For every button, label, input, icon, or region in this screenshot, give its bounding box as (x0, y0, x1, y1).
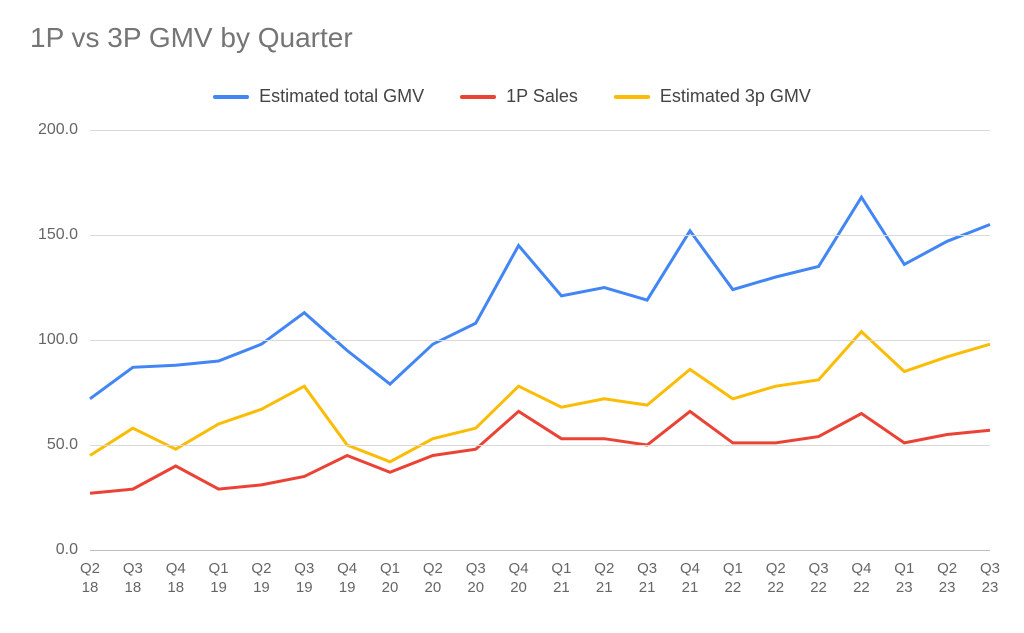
y-tick-label: 150.0 (38, 226, 78, 244)
series-line (90, 411, 990, 493)
x-tick-label: Q1 20 (380, 560, 400, 598)
y-tick-label: 100.0 (38, 331, 78, 349)
legend-item-1p-sales: 1P Sales (460, 86, 578, 107)
chart-title: 1P vs 3P GMV by Quarter (30, 22, 353, 54)
legend-item-total-gmv: Estimated total GMV (213, 86, 424, 107)
series-line (90, 332, 990, 462)
plot-area: 0.050.0100.0150.0200.0Q2 18Q3 18Q4 18Q1 … (90, 130, 990, 550)
legend-swatch (460, 95, 496, 99)
x-tick-label: Q1 22 (723, 560, 743, 598)
x-tick-label: Q1 21 (551, 560, 571, 598)
x-tick-label: Q3 21 (637, 560, 657, 598)
y-tick-label: 200.0 (38, 121, 78, 139)
x-tick-label: Q4 19 (337, 560, 357, 598)
x-tick-label: Q4 22 (851, 560, 871, 598)
x-tick-label: Q2 21 (594, 560, 614, 598)
x-tick-label: Q2 20 (423, 560, 443, 598)
legend: Estimated total GMV 1P Sales Estimated 3… (0, 86, 1024, 107)
legend-swatch (614, 95, 650, 99)
legend-swatch (213, 95, 249, 99)
y-tick-label: 50.0 (47, 436, 78, 454)
x-tick-label: Q2 22 (766, 560, 786, 598)
gridline (90, 445, 990, 446)
x-tick-label: Q4 20 (509, 560, 529, 598)
x-tick-label: Q4 21 (680, 560, 700, 598)
x-tick-label: Q3 23 (980, 560, 1000, 598)
chart-container: 1P vs 3P GMV by Quarter Estimated total … (0, 0, 1024, 633)
legend-label: 1P Sales (506, 86, 578, 107)
legend-label: Estimated total GMV (259, 86, 424, 107)
gridline (90, 130, 990, 131)
y-tick-label: 0.0 (56, 541, 78, 559)
x-tick-label: Q3 19 (294, 560, 314, 598)
x-tick-label: Q3 22 (809, 560, 829, 598)
x-tick-label: Q4 18 (166, 560, 186, 598)
gridline (90, 340, 990, 341)
legend-label: Estimated 3p GMV (660, 86, 811, 107)
gridline (90, 235, 990, 236)
x-tick-label: Q2 23 (937, 560, 957, 598)
series-line (90, 197, 990, 399)
x-tick-label: Q1 23 (894, 560, 914, 598)
legend-item-3p-gmv: Estimated 3p GMV (614, 86, 811, 107)
x-tick-label: Q3 20 (466, 560, 486, 598)
x-tick-label: Q2 19 (251, 560, 271, 598)
x-tick-label: Q2 18 (80, 560, 100, 598)
x-tick-label: Q1 19 (209, 560, 229, 598)
x-tick-label: Q3 18 (123, 560, 143, 598)
gridline (90, 550, 990, 551)
